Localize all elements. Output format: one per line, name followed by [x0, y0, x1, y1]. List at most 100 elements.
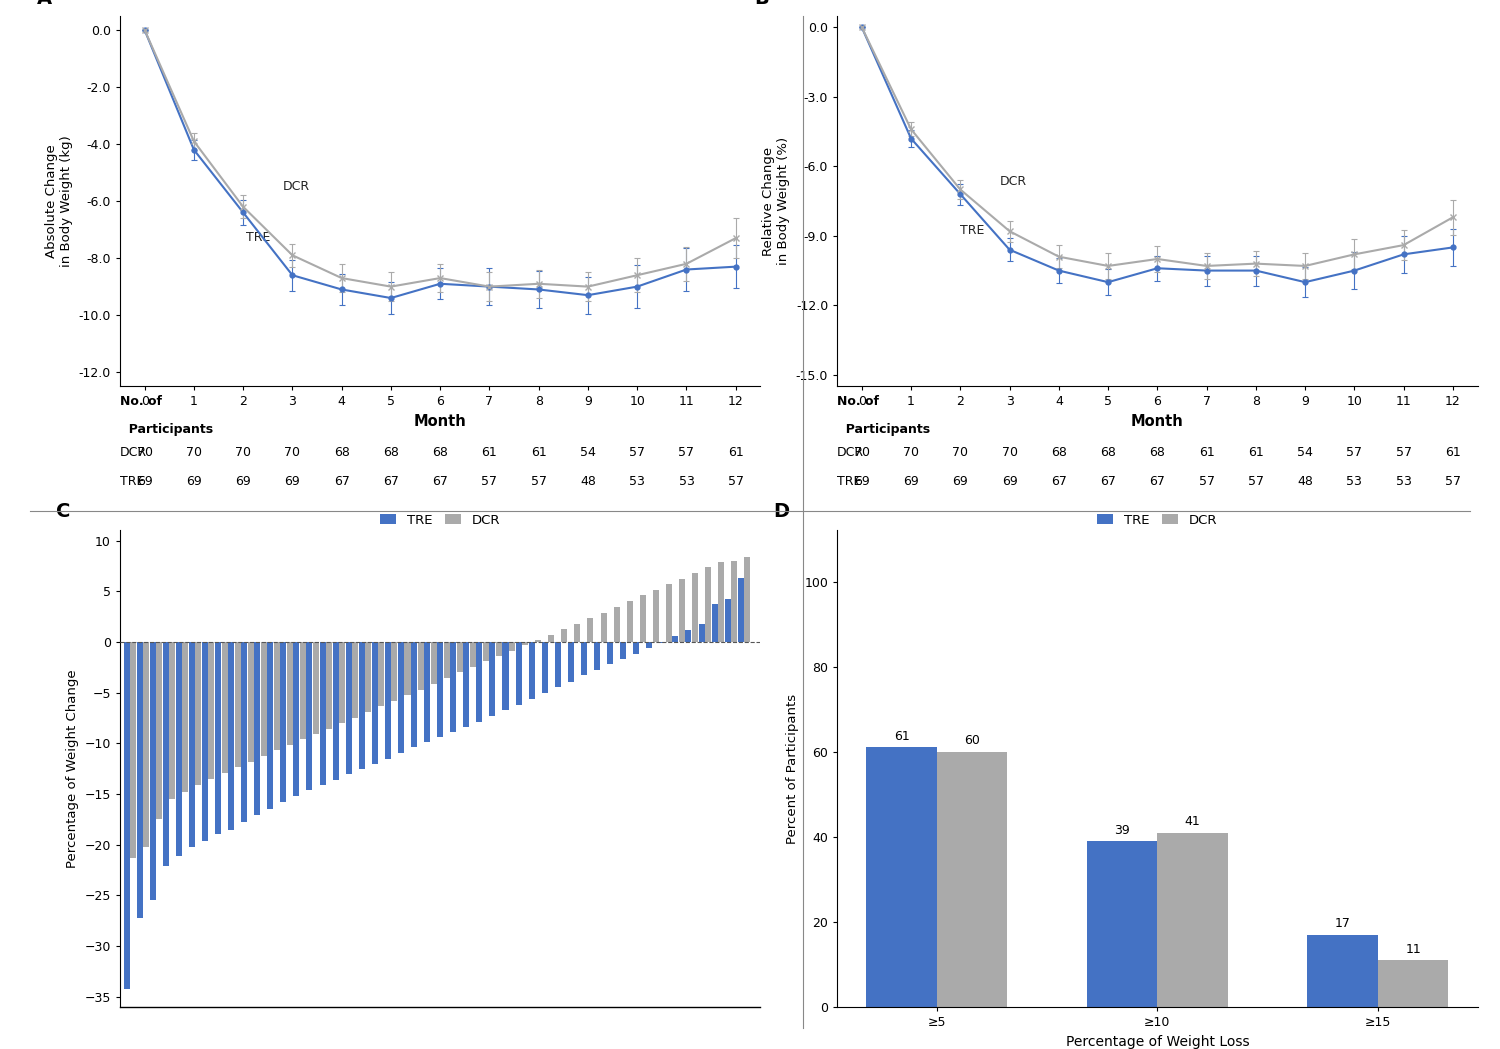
Bar	[730, 561, 736, 642]
Text: 68: 68	[1100, 446, 1116, 458]
Bar	[548, 635, 554, 642]
Bar	[358, 642, 364, 769]
Text: 67: 67	[1149, 475, 1166, 488]
Text: 67: 67	[1100, 475, 1116, 488]
Text: 70: 70	[1002, 446, 1017, 458]
Bar	[339, 642, 345, 723]
Bar	[692, 573, 698, 642]
Bar	[711, 604, 717, 642]
Bar	[633, 642, 639, 655]
Bar	[170, 642, 176, 799]
Bar	[594, 642, 600, 670]
Bar	[1158, 833, 1228, 1007]
Text: 61: 61	[1198, 446, 1215, 458]
Bar	[286, 642, 292, 746]
Text: No. of: No. of	[120, 394, 162, 408]
Text: 70: 70	[136, 446, 153, 458]
Text: D: D	[772, 501, 789, 521]
Text: 68: 68	[1052, 446, 1066, 458]
Text: TRE: TRE	[837, 475, 861, 488]
Bar	[555, 642, 561, 687]
Text: 57: 57	[1395, 446, 1411, 458]
Bar	[542, 642, 548, 692]
Bar	[1378, 960, 1449, 1007]
Text: 69: 69	[285, 475, 300, 488]
Bar	[458, 642, 464, 672]
Text: 61: 61	[1248, 446, 1263, 458]
Bar	[1088, 841, 1158, 1007]
Bar	[496, 642, 502, 657]
Text: C: C	[56, 501, 70, 521]
Bar	[620, 642, 626, 659]
Bar	[938, 752, 1008, 1007]
Bar	[150, 642, 156, 900]
Bar	[436, 642, 442, 737]
Bar	[142, 642, 148, 847]
Text: 17: 17	[1335, 918, 1350, 930]
Bar	[202, 642, 208, 840]
Y-axis label: Percent of Participants: Percent of Participants	[786, 693, 798, 843]
Text: 69: 69	[1002, 475, 1017, 488]
Bar	[136, 642, 142, 918]
Text: 69: 69	[136, 475, 153, 488]
Bar	[724, 599, 730, 642]
Text: 69: 69	[236, 475, 250, 488]
Legend: TRE, DCR: TRE, DCR	[375, 509, 506, 532]
Text: 39: 39	[1114, 823, 1130, 837]
Text: DCR: DCR	[282, 179, 309, 193]
Bar	[234, 642, 240, 767]
Text: 69: 69	[952, 475, 968, 488]
Bar	[588, 618, 594, 642]
Bar	[477, 642, 483, 722]
Bar	[444, 642, 450, 679]
Bar	[718, 562, 724, 642]
Text: 67: 67	[432, 475, 448, 488]
Bar	[614, 606, 620, 642]
Text: 53: 53	[678, 475, 694, 488]
Text: 57: 57	[1248, 475, 1264, 488]
Bar	[867, 748, 938, 1007]
Bar	[627, 601, 633, 642]
Text: 68: 68	[1149, 446, 1166, 458]
Text: 57: 57	[678, 446, 694, 458]
Bar	[561, 628, 567, 642]
Bar	[503, 642, 509, 710]
Bar	[600, 613, 606, 642]
Text: 57: 57	[728, 475, 744, 488]
Bar	[248, 642, 254, 762]
Bar	[274, 642, 280, 750]
Bar	[705, 566, 711, 642]
Text: 67: 67	[382, 475, 399, 488]
Text: 54: 54	[580, 446, 596, 458]
Bar	[345, 642, 351, 774]
Text: 61: 61	[531, 446, 546, 458]
Bar	[189, 642, 195, 847]
Bar	[646, 642, 652, 648]
Text: 11: 11	[1406, 943, 1420, 956]
Text: 57: 57	[1347, 446, 1362, 458]
Text: 57: 57	[628, 446, 645, 458]
Text: DCR: DCR	[999, 175, 1028, 188]
Bar	[386, 642, 392, 758]
Bar	[352, 642, 358, 719]
Bar	[405, 642, 411, 694]
Bar	[489, 642, 495, 716]
Text: 70: 70	[186, 446, 202, 458]
Bar	[568, 642, 574, 682]
X-axis label: Month: Month	[1131, 414, 1184, 429]
Text: B: B	[754, 0, 768, 8]
Text: TRE: TRE	[120, 475, 144, 488]
Text: 57: 57	[1444, 475, 1461, 488]
Text: A: A	[38, 0, 52, 8]
Bar	[470, 642, 476, 667]
Bar	[326, 642, 332, 729]
Legend: TRE, DCR: TRE, DCR	[1092, 509, 1222, 532]
Bar	[366, 642, 372, 712]
Text: 57: 57	[482, 475, 498, 488]
Bar	[372, 642, 378, 764]
Text: 61: 61	[728, 446, 744, 458]
Bar	[254, 642, 260, 815]
Text: 69: 69	[186, 475, 202, 488]
Bar	[300, 642, 306, 740]
Bar	[464, 642, 470, 727]
